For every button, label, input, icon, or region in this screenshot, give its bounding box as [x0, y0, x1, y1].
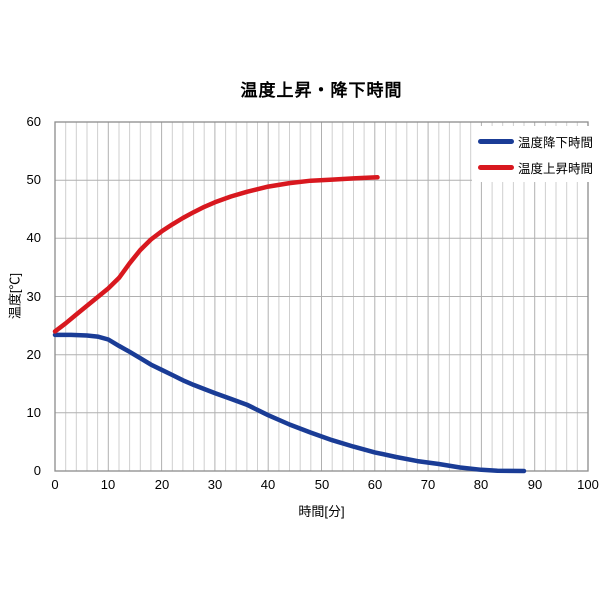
y-tick-label: 40	[26, 230, 41, 245]
x-tick-label: 90	[527, 477, 543, 492]
legend-line-swatch	[478, 138, 514, 144]
y-tick-label: 20	[26, 347, 41, 362]
legend-item: 温度上昇時間	[478, 154, 593, 180]
legend: 温度降下時間 温度上昇時間	[472, 126, 600, 182]
y-tick-label: 30	[26, 289, 41, 304]
x-tick-label: 0	[51, 477, 59, 492]
x-tick-label: 50	[314, 477, 330, 492]
y-tick-label: 0	[33, 463, 41, 478]
x-tick-label: 40	[260, 477, 276, 492]
y-tick-label: 60	[26, 114, 41, 129]
x-tick-label: 70	[420, 477, 436, 492]
x-tick-label: 20	[154, 477, 170, 492]
x-tick-label: 10	[100, 477, 116, 492]
x-axis-title: 時間[分]	[298, 504, 345, 519]
legend-label: 温度上昇時間	[518, 161, 594, 176]
legend-label: 温度降下時間	[518, 135, 594, 150]
plot-border	[54, 121, 589, 472]
legend-item: 温度降下時間	[478, 128, 593, 154]
y-tick-label: 10	[26, 405, 41, 420]
legend-line-swatch	[478, 164, 514, 170]
y-tick-label: 50	[26, 172, 41, 187]
series-line-heating	[52, 175, 380, 334]
x-tick-label: 80	[473, 477, 489, 492]
x-tick-label: 30	[207, 477, 223, 492]
x-tick-label: 100	[577, 477, 599, 492]
y-axis-title: 温度[℃]	[7, 272, 23, 320]
chart-title: 温度上昇・降下時間	[240, 81, 403, 100]
series-line-cooling	[52, 332, 527, 474]
x-tick-label: 60	[367, 477, 383, 492]
